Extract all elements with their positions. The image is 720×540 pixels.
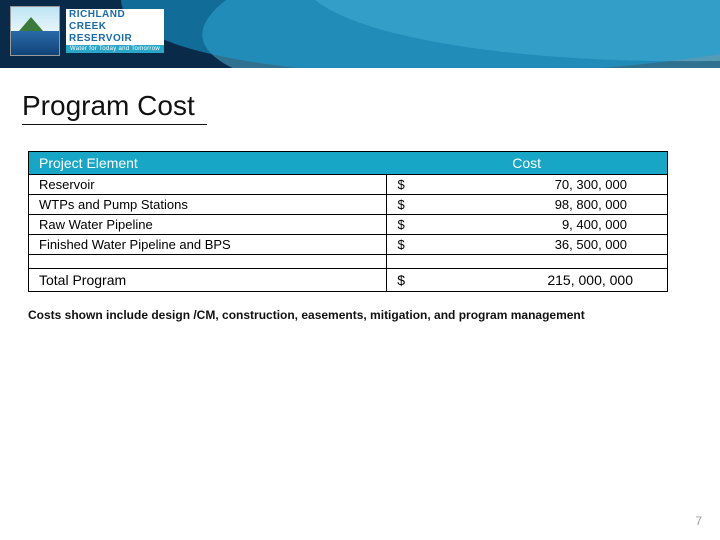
row-label: WTPs and Pump Stations — [29, 195, 386, 215]
row-label: Raw Water Pipeline — [29, 215, 386, 235]
row-label: Reservoir — [29, 175, 386, 195]
brand-line-1: RICHLAND — [66, 9, 164, 21]
currency-symbol: $ — [386, 195, 415, 215]
row-value: 98, 800, 000 — [415, 195, 667, 215]
table-row: Reservoir $ 70, 300, 000 — [29, 175, 667, 195]
page-title: Program Cost — [22, 90, 207, 125]
footnote-text: Costs shown include design /CM, construc… — [28, 308, 700, 322]
table-row: Finished Water Pipeline and BPS $ 36, 50… — [29, 235, 667, 255]
brand-line-2: CREEK — [66, 21, 164, 33]
row-value: 9, 400, 000 — [415, 215, 667, 235]
slide-content: Program Cost Project Element Cost Reserv… — [0, 68, 720, 322]
table-row: WTPs and Pump Stations $ 98, 800, 000 — [29, 195, 667, 215]
row-value: 70, 300, 000 — [415, 175, 667, 195]
col-header-cost: Cost — [386, 152, 667, 175]
page-number: 7 — [695, 514, 702, 528]
row-label: Finished Water Pipeline and BPS — [29, 235, 386, 255]
currency-symbol: $ — [386, 215, 415, 235]
table-spacer-row — [29, 255, 667, 269]
logo-icon — [10, 6, 60, 56]
brand-line-3: RESERVOIR — [66, 33, 164, 45]
total-value: 215, 000, 000 — [415, 269, 667, 291]
col-header-element: Project Element — [29, 152, 386, 175]
currency-symbol: $ — [386, 175, 415, 195]
banner-wave — [114, 0, 720, 68]
cost-table: Project Element Cost Reservoir $ 70, 300… — [28, 151, 668, 292]
currency-symbol: $ — [386, 235, 415, 255]
table-row: Raw Water Pipeline $ 9, 400, 000 — [29, 215, 667, 235]
currency-symbol: $ — [386, 269, 415, 291]
brand-tagline: Water for Today and Tomorrow — [66, 45, 164, 53]
brand-block: RICHLAND CREEK RESERVOIR Water for Today… — [66, 6, 164, 56]
table-header-row: Project Element Cost — [29, 152, 667, 175]
table-total-row: Total Program $ 215, 000, 000 — [29, 269, 667, 291]
header-banner: RICHLAND CREEK RESERVOIR Water for Today… — [0, 0, 720, 68]
row-value: 36, 500, 000 — [415, 235, 667, 255]
total-label: Total Program — [29, 269, 386, 291]
